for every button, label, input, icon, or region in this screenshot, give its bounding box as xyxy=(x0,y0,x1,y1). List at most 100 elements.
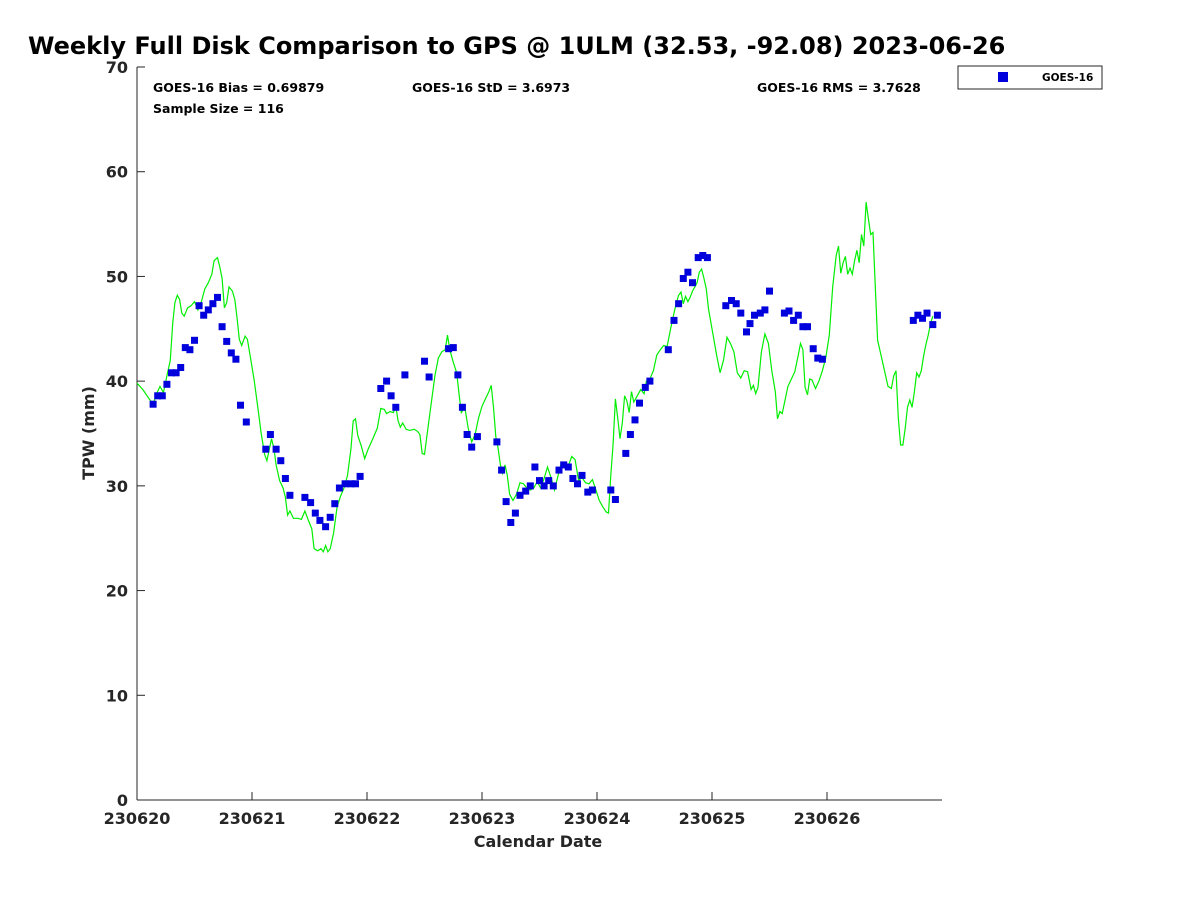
goes-data-point xyxy=(626,431,634,438)
y-axis-ticks: 0 10 20 30 40 50 60 70 xyxy=(106,58,145,810)
goes-data-point xyxy=(473,433,481,441)
goes-data-point xyxy=(177,364,185,371)
goes-data-point xyxy=(919,314,926,322)
plot-frame xyxy=(136,67,942,801)
goes-data-point xyxy=(181,344,189,352)
goes-data-point xyxy=(555,466,563,474)
goes-data-point xyxy=(737,309,745,317)
goes-data-point xyxy=(266,431,274,438)
x-tick-label: 230621 xyxy=(219,809,286,828)
goes-data-point xyxy=(204,306,212,314)
goes-data-point xyxy=(511,509,519,517)
x-tick-label: 230622 xyxy=(334,809,401,828)
goes-data-point xyxy=(569,475,577,482)
bias-stat: GOES-16 Bias = 0.69879 xyxy=(153,80,324,95)
goes-data-point xyxy=(195,302,203,310)
goes-data-point xyxy=(549,482,557,490)
goes-data-point xyxy=(387,392,395,400)
goes-data-point xyxy=(326,513,334,521)
goes-data-point xyxy=(502,498,510,506)
goes-data-point xyxy=(522,487,530,495)
legend-marker-goes xyxy=(998,72,1008,82)
goes-data-point xyxy=(218,323,226,331)
goes-data-point xyxy=(281,475,289,482)
goes-data-point xyxy=(347,480,355,488)
goes-data-point xyxy=(584,488,592,496)
goes-data-point xyxy=(933,311,941,319)
goes-data-point xyxy=(564,463,572,471)
goes-data-point xyxy=(392,403,400,411)
goes-data-point xyxy=(611,496,619,503)
goes-data-point xyxy=(804,323,811,331)
goes-data-point xyxy=(694,254,702,262)
goes-data-point xyxy=(445,345,453,353)
goes-data-point xyxy=(545,477,553,485)
goes-data-point xyxy=(540,482,548,490)
goes-data-point xyxy=(377,385,385,392)
legend: GOES-16 xyxy=(957,65,1103,90)
std-stat: GOES-16 StD = 3.6973 xyxy=(412,80,570,95)
goes-data-point xyxy=(574,480,581,488)
goes-data-point xyxy=(356,472,364,480)
goes-data-point xyxy=(689,279,696,287)
goes-data-point xyxy=(454,371,462,379)
goes-data-point xyxy=(163,380,171,388)
goes-data-point xyxy=(498,466,506,474)
goes-data-point xyxy=(507,519,515,526)
rms-stat: GOES-16 RMS = 3.7628 xyxy=(757,80,921,95)
goes-data-point xyxy=(664,346,672,354)
goes-data-point xyxy=(588,486,596,494)
goes-data-point xyxy=(154,392,162,400)
goes-data-point xyxy=(914,311,922,319)
y-tick-label: 10 xyxy=(106,686,128,705)
goes-data-point xyxy=(227,349,235,357)
sample-size-stat: Sample Size = 116 xyxy=(153,101,284,116)
goes-data-point xyxy=(322,523,330,531)
goes-data-point xyxy=(286,491,294,499)
goes-data-point xyxy=(699,252,707,259)
goes-data-point xyxy=(232,355,240,363)
goes-data-point xyxy=(728,297,735,304)
goes-data-point xyxy=(531,463,539,471)
goes-data-point xyxy=(703,254,711,262)
x-axis-label: Calendar Date xyxy=(474,832,603,851)
goes-data-point xyxy=(158,392,166,400)
goes-data-point xyxy=(814,354,822,362)
goes-data-point xyxy=(818,355,826,363)
goes-data-point xyxy=(909,316,917,324)
goes-data-point xyxy=(463,431,471,438)
y-tick-label: 30 xyxy=(106,477,128,496)
goes-data-point xyxy=(780,309,788,317)
goes-data-point xyxy=(493,438,501,446)
y-tick-label: 70 xyxy=(106,58,128,77)
goes-data-point xyxy=(923,309,931,317)
goes-data-point xyxy=(578,471,586,479)
goes-data-point xyxy=(790,316,798,324)
goes-data-point xyxy=(929,321,937,329)
goes-data-point xyxy=(421,357,428,365)
goes-data-point xyxy=(335,484,343,492)
y-tick-label: 20 xyxy=(106,582,128,601)
legend-label-goes: GOES-16 xyxy=(1042,72,1093,84)
goes-data-point xyxy=(560,461,568,469)
goes-series-markers xyxy=(149,252,941,531)
goes-data-point xyxy=(536,477,543,485)
goes-data-point xyxy=(799,323,807,331)
goes-data-point xyxy=(607,486,615,494)
x-tick-label: 230625 xyxy=(679,809,746,828)
goes-data-point xyxy=(809,345,817,353)
goes-data-point xyxy=(641,383,649,391)
goes-data-point xyxy=(756,309,764,317)
goes-data-point xyxy=(679,275,687,282)
x-tick-label: 230620 xyxy=(104,809,171,828)
goes-data-point xyxy=(766,287,773,295)
y-tick-label: 50 xyxy=(106,267,128,286)
goes-data-point xyxy=(272,445,280,453)
goes-data-point xyxy=(214,293,221,301)
goes-data-point xyxy=(646,377,654,385)
goes-data-point xyxy=(149,400,157,408)
x-axis-ticks: 230620 230621 230622 230623 230624 230625 2306… xyxy=(104,792,860,828)
goes-data-point xyxy=(186,346,194,354)
goes-data-point xyxy=(684,268,692,276)
